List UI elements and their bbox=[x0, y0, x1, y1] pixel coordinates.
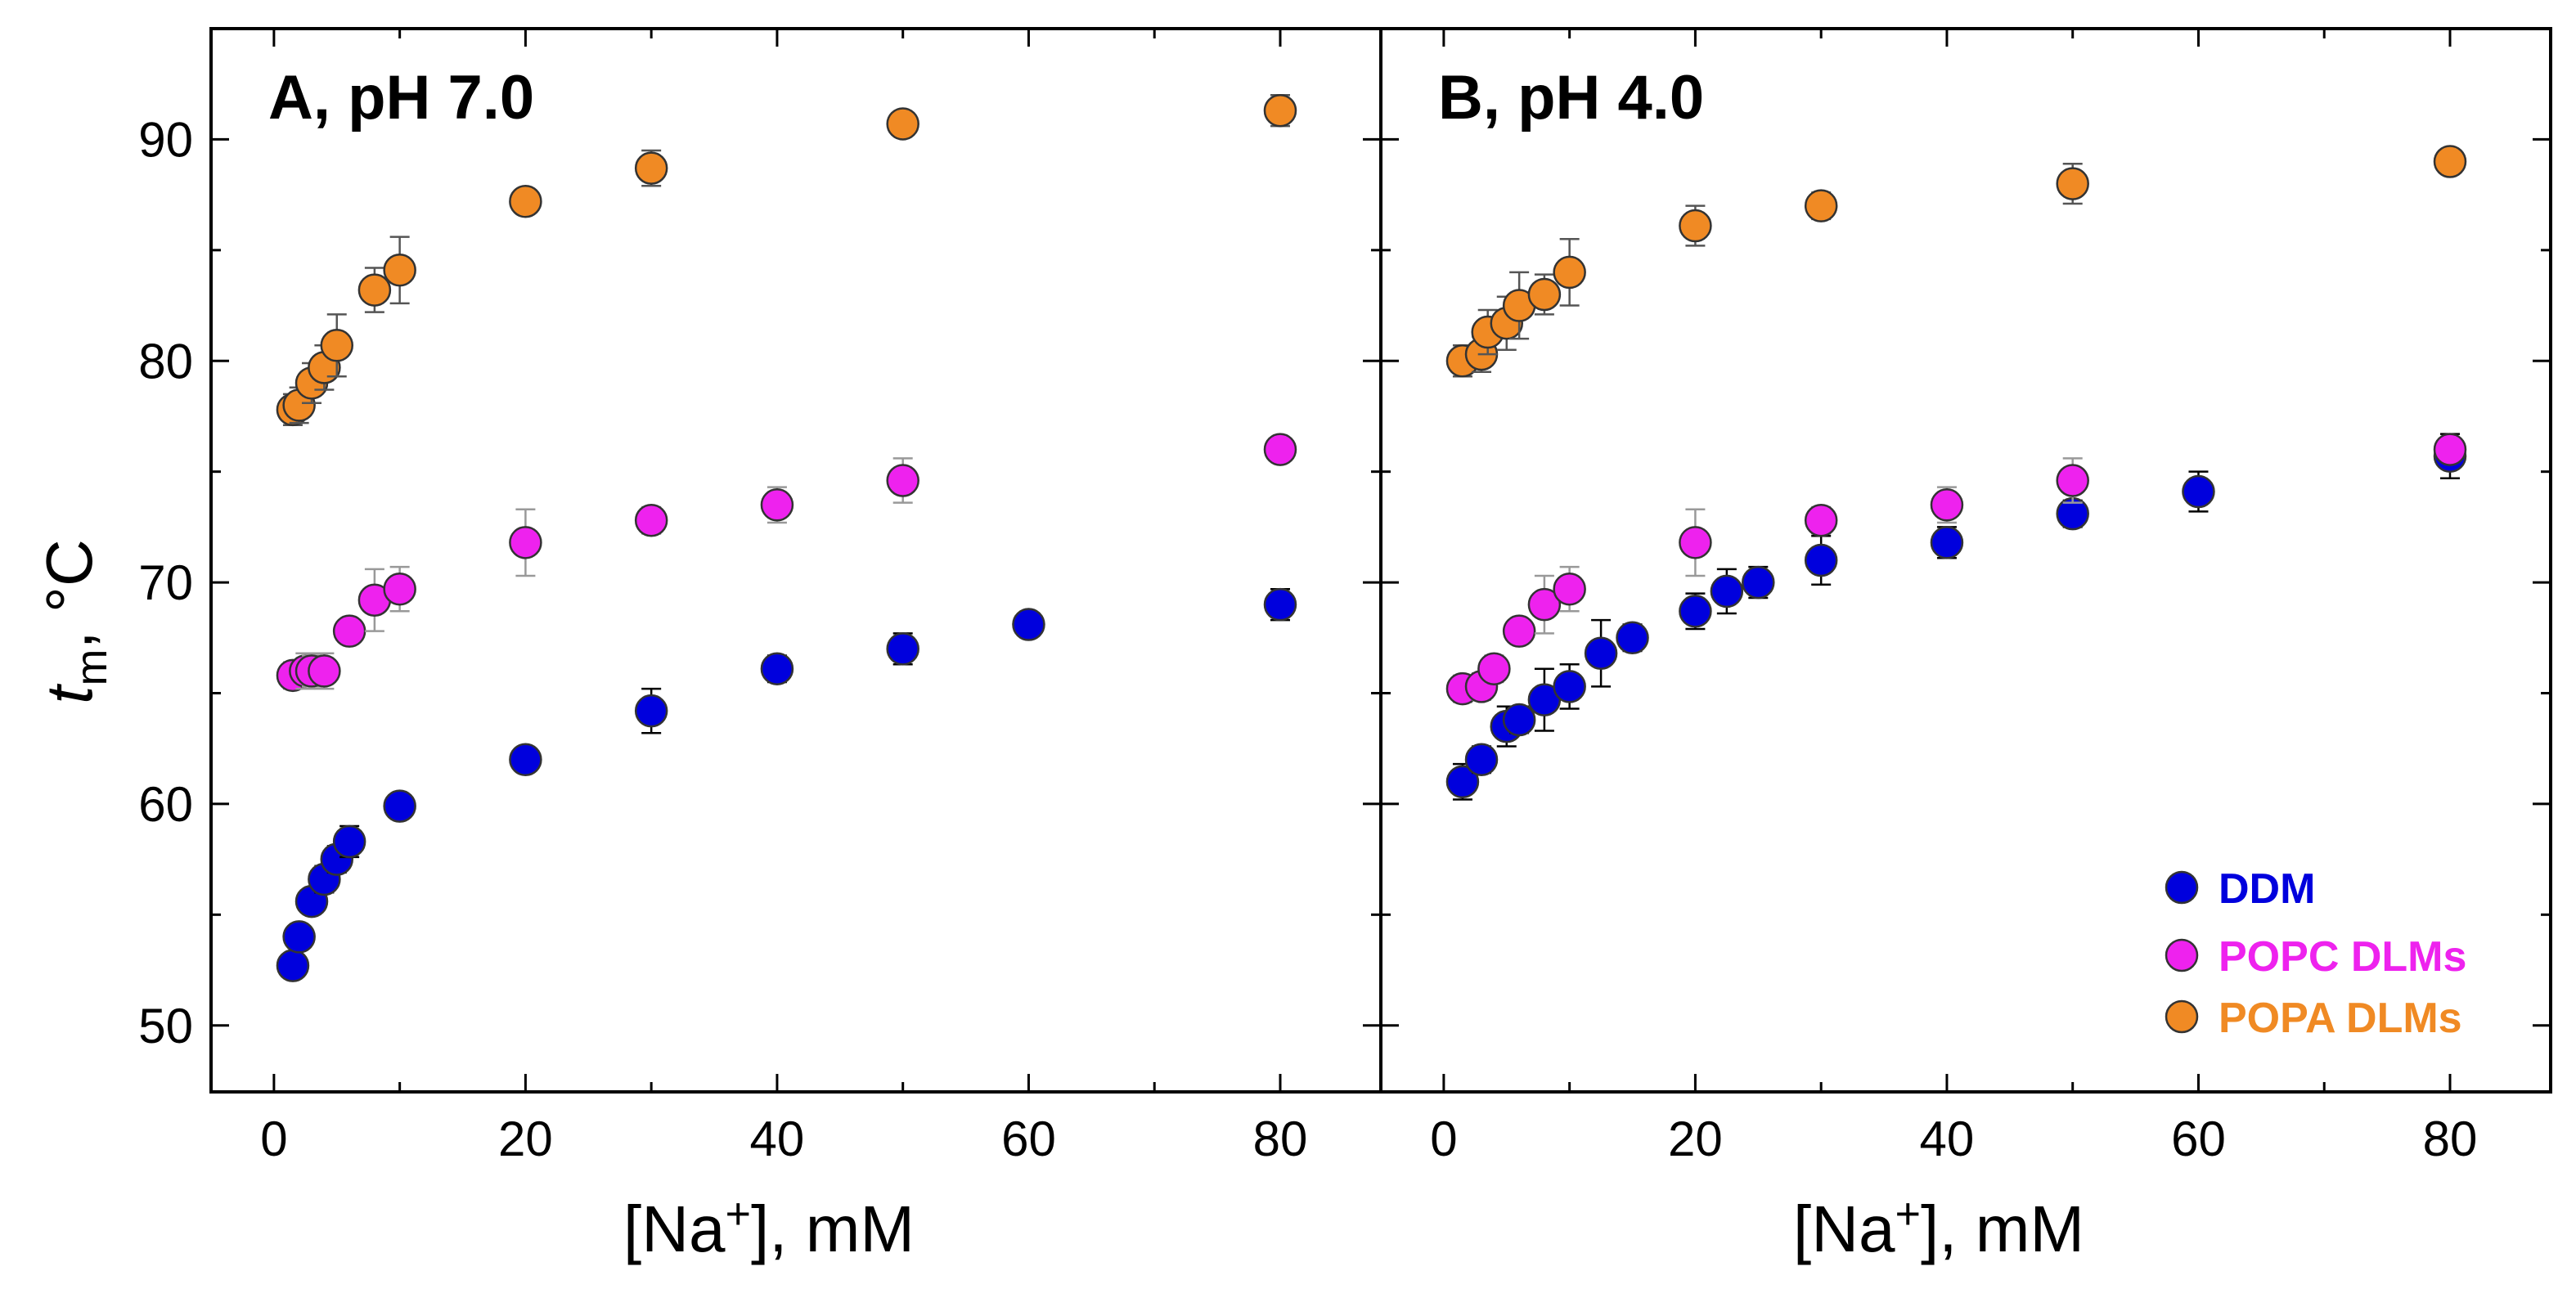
legend-item-popc: POPC DLMs bbox=[2165, 933, 2466, 981]
x-axis-title-b: [Na+], mM bbox=[1793, 1189, 2084, 1265]
data-point bbox=[886, 464, 919, 497]
x-tick-label: 0 bbox=[260, 1112, 287, 1166]
data-point bbox=[1553, 670, 1586, 703]
legend-marker-ddm bbox=[2165, 870, 2199, 905]
x-tick-label: 20 bbox=[1668, 1112, 1723, 1166]
panel-a-title: A, pH 7.0 bbox=[268, 63, 534, 132]
data-point bbox=[1679, 209, 1712, 243]
data-point bbox=[332, 614, 366, 648]
data-point bbox=[357, 273, 392, 307]
data-point bbox=[1710, 574, 1744, 609]
data-point bbox=[1804, 189, 1838, 222]
x-tick-label: 20 bbox=[498, 1112, 553, 1166]
y-axis-title: tm, °C bbox=[33, 539, 116, 703]
data-point bbox=[634, 504, 668, 537]
y-tick-label: 70 bbox=[138, 555, 193, 610]
data-point bbox=[308, 654, 341, 688]
data-point bbox=[760, 652, 794, 685]
legend-item-popa: POPA DLMs bbox=[2165, 995, 2462, 1042]
data-point bbox=[1527, 277, 1562, 312]
x-tick-label: 80 bbox=[2423, 1112, 2478, 1166]
data-point bbox=[1263, 433, 1297, 466]
series-popc-dlms-b bbox=[1445, 433, 2467, 706]
data-point bbox=[383, 253, 416, 287]
data-point bbox=[2056, 464, 2089, 497]
x-tick-label: 0 bbox=[1430, 1112, 1457, 1166]
data-point bbox=[383, 572, 416, 606]
data-point bbox=[1263, 93, 1297, 128]
panel-a: 0 20 40 60 80 50 60 70 80 90 A, pH 7.0 bbox=[138, 27, 1382, 1166]
data-point bbox=[2182, 474, 2215, 509]
data-point bbox=[320, 329, 354, 362]
data-point bbox=[1930, 526, 1964, 559]
data-point bbox=[1742, 565, 1775, 600]
data-point bbox=[1477, 652, 1511, 685]
data-point bbox=[1584, 636, 1618, 670]
data-point bbox=[1553, 572, 1586, 606]
data-point bbox=[1553, 255, 1586, 290]
data-point bbox=[1263, 587, 1297, 622]
data-point bbox=[1527, 587, 1562, 622]
data-point bbox=[2056, 167, 2089, 200]
legend: DDM POPC DLMs POPA DLMs bbox=[2165, 865, 2466, 1042]
series-popa-dlms-b bbox=[1445, 145, 2467, 378]
panel-b: 0 20 40 60 80 B, pH 4.0 bbox=[1379, 27, 2552, 1166]
legend-label-ddm: DDM bbox=[2219, 865, 2315, 913]
panel-a-frame bbox=[209, 27, 1382, 1094]
data-point bbox=[383, 789, 416, 823]
x-tick-label: 40 bbox=[750, 1112, 805, 1166]
legend-marker-popc bbox=[2165, 938, 2199, 972]
series-ddm-b bbox=[1445, 433, 2467, 801]
data-point bbox=[332, 824, 366, 859]
series-ddm-a bbox=[276, 587, 1297, 982]
data-point bbox=[1804, 543, 1838, 577]
data-point bbox=[1930, 488, 1964, 522]
data-point bbox=[1804, 504, 1838, 537]
data-point bbox=[1445, 765, 1480, 799]
data-point bbox=[1679, 595, 1712, 628]
data-point bbox=[509, 185, 542, 218]
data-point bbox=[2433, 145, 2467, 178]
legend-label-popc: POPC DLMs bbox=[2219, 933, 2466, 981]
panel-b-frame bbox=[1379, 27, 2552, 1094]
data-point bbox=[1502, 614, 1536, 648]
data-point bbox=[1679, 526, 1712, 559]
data-point bbox=[276, 949, 310, 982]
data-point bbox=[1464, 743, 1499, 776]
data-point bbox=[509, 526, 542, 559]
legend-label-popa: POPA DLMs bbox=[2219, 995, 2462, 1042]
x-tick-label: 80 bbox=[1253, 1112, 1308, 1166]
data-point bbox=[634, 694, 668, 728]
data-point bbox=[886, 632, 919, 666]
data-point bbox=[634, 151, 668, 185]
x-tick-label: 60 bbox=[2171, 1112, 2226, 1166]
chart-panels: 0 20 40 60 80 50 60 70 80 90 A, pH 7.0 0 20 40 60 80 B, … bbox=[138, 27, 2552, 1166]
panel-b-title: B, pH 4.0 bbox=[1438, 63, 1704, 132]
series-popa-dlms-a bbox=[276, 93, 1297, 427]
x-tick-label: 40 bbox=[1920, 1112, 1975, 1166]
data-point bbox=[509, 743, 542, 776]
x-axis-title-a: [Na+], mM bbox=[623, 1189, 915, 1265]
y-tick-label: 90 bbox=[138, 112, 193, 167]
data-point bbox=[1012, 608, 1045, 641]
y-tick-label: 50 bbox=[138, 999, 193, 1053]
data-point bbox=[2433, 433, 2467, 466]
y-tick-label: 80 bbox=[138, 334, 193, 389]
legend-marker-popa bbox=[2165, 999, 2199, 1034]
x-tick-label: 60 bbox=[1001, 1112, 1056, 1166]
legend-item-ddm: DDM bbox=[2165, 865, 2315, 913]
y-tick-label: 60 bbox=[138, 777, 193, 832]
series-popc-dlms-a bbox=[276, 433, 1297, 693]
data-point bbox=[282, 920, 316, 954]
data-point bbox=[1616, 621, 1649, 655]
data-point bbox=[1502, 703, 1536, 737]
data-point bbox=[886, 107, 919, 141]
data-point bbox=[760, 488, 794, 522]
